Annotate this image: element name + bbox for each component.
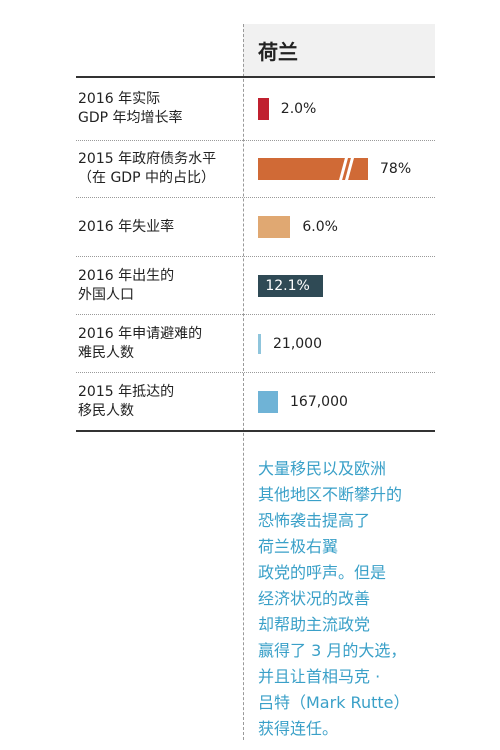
- row-label-line: 难民人数: [78, 344, 134, 361]
- bar: [258, 274, 324, 297]
- header-rule: [76, 76, 435, 78]
- row-label: 2016 年出生的 外国人口: [78, 267, 238, 305]
- break-slash: [338, 155, 349, 183]
- row-label-line: 2016 年申请避难的: [78, 325, 203, 342]
- bar-value-label: 21,000: [273, 335, 322, 352]
- note-line: 恐怖袭击提高了: [258, 511, 371, 530]
- row-label-line: GDP 年均增长率: [78, 109, 183, 126]
- note-line: 赢得了 3 月的大选，: [258, 641, 407, 660]
- note-line: 并且让首相马克 ·: [258, 667, 381, 686]
- bar: [258, 216, 291, 238]
- row-label: 2016 年失业率: [78, 218, 238, 237]
- row-divider: [76, 140, 435, 141]
- row-label-line: 2016 年出生的: [78, 267, 175, 284]
- row-label-line: 2016 年失业率: [78, 218, 175, 235]
- note-line: 经济状况的改善: [258, 589, 371, 608]
- table-bottom-rule: [76, 430, 435, 432]
- row-label-line: （在 GDP 中的占比）: [78, 170, 215, 186]
- row-label-line: 2015 年抵达的: [78, 383, 175, 400]
- bar: [258, 390, 278, 413]
- header-band: [243, 24, 435, 76]
- row-label: 2016 年申请避难的 难民人数: [78, 325, 238, 363]
- row-label: 2015 年政府债务水平 （在 GDP 中的占比）: [78, 150, 238, 188]
- row-divider: [76, 256, 435, 257]
- row-label: 2016 年实际 GDP 年均增长率: [78, 90, 238, 128]
- break-slash: [344, 155, 355, 183]
- annotation-note: 大量移民以及欧洲 其他地区不断攀升的 恐怖袭击提高了 荷兰极右翼 政党的呼声。但…: [258, 456, 438, 742]
- note-line: 大量移民以及欧洲: [258, 459, 387, 478]
- bar-value-label: 78%: [380, 161, 412, 177]
- country-title: 荷兰: [258, 40, 298, 64]
- row-label-line: 外国人口: [78, 286, 134, 303]
- row-divider: [76, 314, 435, 315]
- row-divider: [76, 197, 435, 198]
- row-label: 2015 年抵达的 移民人数: [78, 383, 238, 421]
- note-line: 荷兰极右翼: [258, 537, 339, 556]
- note-line: 却帮助主流政党: [258, 615, 371, 634]
- bar: [258, 97, 269, 120]
- note-line: 获得连任。: [258, 719, 339, 738]
- axis-break-mark: [338, 155, 355, 183]
- row-divider: [76, 372, 435, 373]
- note-line: 吕特（Mark Rutte）: [258, 693, 410, 712]
- bar-value-label: 167,000: [290, 393, 348, 410]
- bar: [258, 333, 261, 354]
- row-label-line: 移民人数: [78, 402, 134, 419]
- bar-value-label: 2.0%: [280, 100, 317, 117]
- column-divider: [243, 24, 244, 740]
- row-label-line: 2016 年实际: [78, 90, 161, 107]
- bar-value-label: 12.1%: [265, 277, 310, 294]
- note-line: 政党的呼声。但是: [258, 563, 387, 582]
- row-label-line: 2015 年政府债务水平: [78, 151, 217, 167]
- bar-value-label: 6.0%: [302, 219, 338, 235]
- note-line: 其他地区不断攀升的: [258, 485, 403, 504]
